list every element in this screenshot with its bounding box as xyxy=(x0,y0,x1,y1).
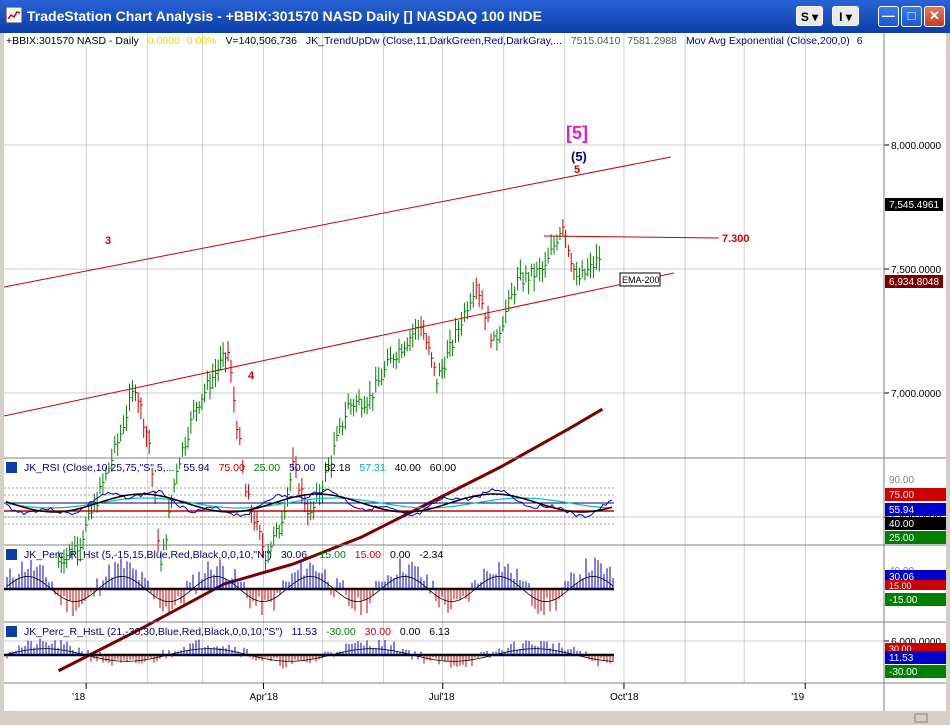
perc-r-l-value: 11.53 xyxy=(292,626,318,638)
ema-label-box xyxy=(619,272,661,287)
rsi-signal: 57.31 xyxy=(359,462,385,474)
trend-indicator-label: JK_TrendUpDw (Close,11,DarkGreen,Red,Dar… xyxy=(306,35,562,47)
perc-r-l-badge-value: 11.53 xyxy=(889,653,914,664)
perc-r-l-histogram xyxy=(4,638,614,669)
perc-r-lower: -15.00 xyxy=(316,549,346,561)
main-gridlines xyxy=(4,20,884,683)
target-price-label: 7.300 xyxy=(722,233,750,245)
status-bar xyxy=(0,711,950,725)
ema-indicator-label: Mov Avg Exponential (Close,200,0) xyxy=(686,35,850,47)
svg-text:+BBIX:301570 NASD - Daily: +BBIX:301570 NASD - Daily 0.0000 0.00% V… xyxy=(6,35,863,47)
price-tick-label: 7,000.0000 xyxy=(891,389,941,400)
price-bars xyxy=(58,219,602,574)
perc-r-l-badge-neg30: -30.00 xyxy=(889,667,918,678)
date-tick-label: Jul'18 xyxy=(429,692,455,703)
main-price-panel[interactable]: +BBIX:301570 NASD - Daily 0.0000 0.00% V… xyxy=(3,17,943,683)
perc-r-l-badge-30: 30.00 xyxy=(889,644,912,654)
rsi-lower: 25.00 xyxy=(254,462,280,474)
ema-header-value: 6 xyxy=(857,35,863,47)
rsi-avg: 52.18 xyxy=(324,462,350,474)
svg-text:JK_Perc_R_Hst (5,-15,15,Blue,R: JK_Perc_R_Hst (5,-15,15,Blue,Red,Black,0… xyxy=(24,549,443,561)
lower-channel-line[interactable] xyxy=(3,272,675,417)
target-line[interactable] xyxy=(543,235,720,239)
date-tick-label: '19 xyxy=(791,692,804,703)
perc-r-zero: 0.00 xyxy=(390,549,411,561)
rsi-avg-line xyxy=(5,493,613,513)
upper-channel-line[interactable] xyxy=(3,156,672,288)
wave-3-label: 3 xyxy=(105,235,111,247)
interval-link-button[interactable]: I ▾ xyxy=(832,6,859,26)
symbol-label: +BBIX:301570 NASD - Daily xyxy=(6,35,140,47)
change-value: 0.0000 xyxy=(148,35,180,47)
price-tick-label: 8,000.0000 xyxy=(891,141,941,152)
date-tick-label: Apr'18 xyxy=(249,692,278,703)
trend-value-1: 7515.0410 xyxy=(571,35,621,47)
perc-r-label: JK_Perc_R_Hst (5,-15,15,Blue,Red,Black,0… xyxy=(24,549,272,561)
window-title: TradeStation Chart Analysis - +BBIX:3015… xyxy=(27,8,542,24)
date-axis[interactable]: '18 Apr'18 Jul'18 Oct'18 '19 xyxy=(72,683,806,703)
maximize-button[interactable]: □ xyxy=(901,6,922,27)
svg-text:JK_RSI (Close,10,25,75,"S",5,.: JK_RSI (Close,10,25,75,"S",5,... 55.94 7… xyxy=(24,462,456,474)
ema-label: EMA-200 xyxy=(622,275,660,285)
rsi-upper: 75.00 xyxy=(219,462,245,474)
wave-5-paren-label: (5) xyxy=(571,149,587,164)
change-pct-value: 0.00% xyxy=(187,35,217,47)
price-tick-label: 6,000.0000 xyxy=(891,637,941,648)
rsi-badge-25: 25.00 xyxy=(889,533,914,544)
perc-r-avg: -2.34 xyxy=(419,549,443,561)
chart-area[interactable]: +BBIX:301570 NASD - Daily 0.0000 0.00% V… xyxy=(3,17,946,717)
rsi-level-60: 60.00 xyxy=(430,462,456,474)
wave-4-label: 4 xyxy=(248,370,255,382)
close-button[interactable]: ✕ xyxy=(924,6,945,27)
last-price-badge xyxy=(885,198,943,211)
ema-value: 6,934.8048 xyxy=(889,277,939,288)
rsi-panel[interactable]: JK_RSI (Close,10,25,75,"S",5,... 55.94 7… xyxy=(4,462,946,544)
rsi-value: 55.94 xyxy=(183,462,209,474)
perc-r-value: 30.06 xyxy=(281,549,307,561)
rsi-mid: 50.00 xyxy=(289,462,315,474)
minimize-button[interactable]: — xyxy=(878,6,899,27)
wave-5-bracket-label: [5] xyxy=(566,123,588,143)
perc-r-panel[interactable]: JK_Perc_R_Hst (5,-15,15,Blue,Red,Black,0… xyxy=(4,549,946,617)
perc-r-l-panel[interactable]: JK_Perc_R_HstL (21,-30,30,Blue,Red,Black… xyxy=(4,626,946,678)
histogram-avg-line xyxy=(6,575,614,603)
svg-text:JK_Perc_R_HstL (21,-30,30,Blue: JK_Perc_R_HstL (21,-30,30,Blue,Red,Black… xyxy=(24,626,450,638)
wave-5-label: 5 xyxy=(574,164,580,176)
rsi-badge-value: 55.94 xyxy=(889,505,914,516)
rsi-label: JK_RSI (Close,10,25,75,"S",5,... xyxy=(24,462,174,474)
volume-value: V=140,506,736 xyxy=(225,35,297,47)
rsi-signal-line xyxy=(5,497,613,509)
perc-r-histogram xyxy=(4,557,614,617)
perc-r-l-upper: 30.00 xyxy=(365,626,391,638)
resize-grip-icon[interactable] xyxy=(0,711,950,725)
perc-r-l-lower: -30.00 xyxy=(326,626,356,638)
perc-r-l-avg: 6.13 xyxy=(429,626,450,638)
rsi-badge-75: 75.00 xyxy=(889,490,914,501)
rsi-lines xyxy=(4,487,614,525)
chart-app-icon xyxy=(6,7,22,23)
perc-r-badge-neg15: -15.00 xyxy=(889,595,918,606)
perc-r-l-zero: 0.00 xyxy=(400,626,421,638)
title-bar[interactable]: TradeStation Chart Analysis - +BBIX:3015… xyxy=(0,0,950,33)
ema-200-line[interactable] xyxy=(57,407,604,673)
trend-value-2: 7581.2988 xyxy=(627,35,677,47)
rsi-level-40: 40.00 xyxy=(395,462,421,474)
date-tick-label: '18 xyxy=(72,692,85,703)
last-price-value: 7,545.4961 xyxy=(889,200,939,211)
rsi-badge-40: 40.00 xyxy=(889,519,914,530)
symbol-link-button[interactable]: S ▾ xyxy=(796,6,823,26)
price-tick-label: 7,500.0000 xyxy=(891,265,941,276)
perc-r-badge-15: 15.00 xyxy=(889,581,912,591)
chart-svg: +BBIX:301570 NASD - Daily 0.0000 0.00% V… xyxy=(3,17,946,717)
perc-r-l-label: JK_Perc_R_HstL (21,-30,30,Blue,Red,Black… xyxy=(24,626,283,638)
perc-r-badge-value: 30.06 xyxy=(889,572,914,583)
histogram-avg-line xyxy=(6,648,614,662)
rsi-scale-90: 90.00 xyxy=(889,475,914,486)
ema-value-badge xyxy=(885,275,943,288)
date-tick-label: Oct'18 xyxy=(610,692,639,703)
perc-r-upper: 15.00 xyxy=(355,549,381,561)
